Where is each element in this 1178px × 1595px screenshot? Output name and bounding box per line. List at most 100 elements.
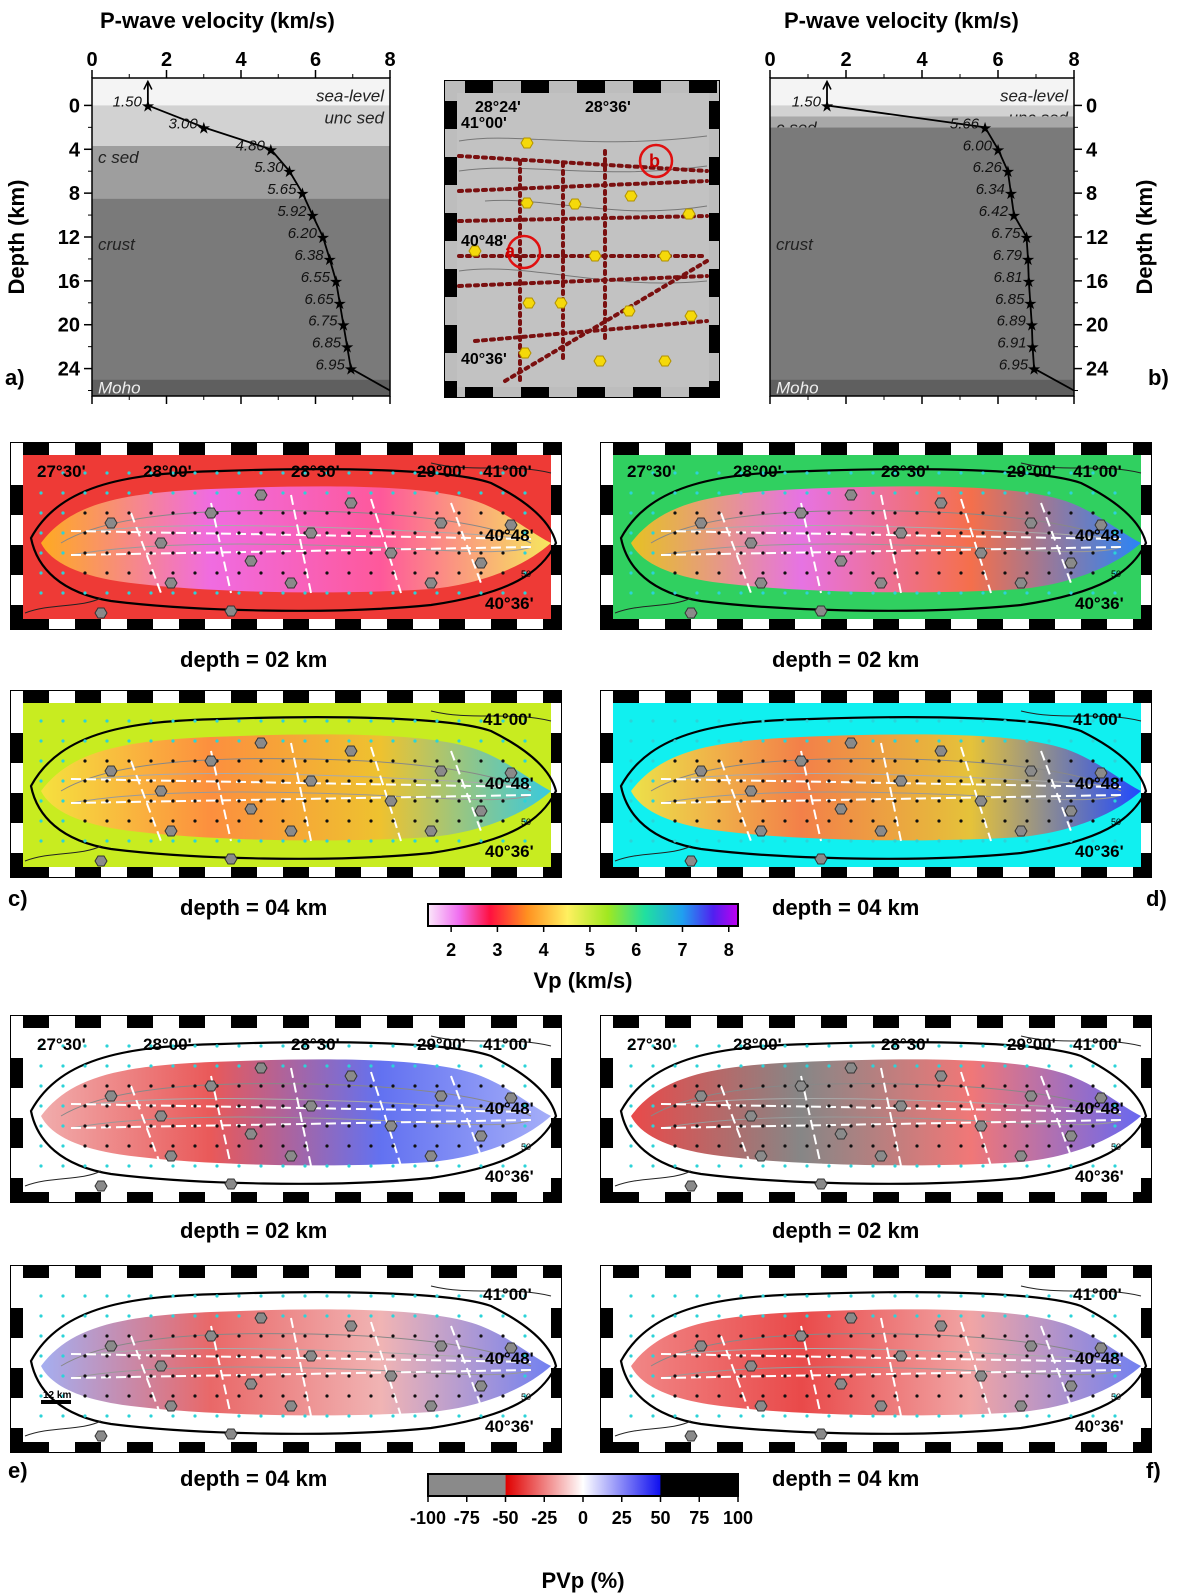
station-marker [1094, 767, 1108, 779]
colorbar-tick-label: -50 [492, 1508, 518, 1528]
grid-node [193, 1414, 197, 1418]
frame-tick [491, 1266, 517, 1278]
grid-node [1069, 799, 1073, 803]
frame-tick [769, 443, 795, 455]
grid-node [391, 1354, 395, 1358]
index-lon-label-2: 28°36' [585, 99, 631, 116]
frame-tick [821, 1192, 847, 1202]
station-marker [164, 1400, 178, 1412]
grid-node [39, 719, 43, 723]
resolution-contour [29, 1041, 558, 1185]
grid-node [259, 1144, 263, 1148]
grid-node [981, 1414, 985, 1418]
coastline [614, 462, 1142, 614]
grid-node [761, 1044, 765, 1048]
grid-node [501, 471, 505, 475]
grid-node [739, 591, 743, 595]
grid-node [695, 1104, 699, 1108]
x-tick-label: 6 [310, 49, 321, 71]
index-map-graphics [445, 81, 719, 397]
grid-node [849, 571, 853, 575]
frame-tick [717, 1192, 743, 1202]
grid-node [937, 779, 941, 783]
grid-node [61, 1104, 65, 1108]
grid-node [281, 1294, 285, 1298]
grid-node [1047, 1294, 1051, 1298]
grid-node [673, 819, 677, 823]
x-tick-label: 0 [764, 49, 775, 71]
grid-node [1003, 839, 1007, 843]
grid-node [893, 719, 897, 723]
frame-tick [665, 1266, 691, 1278]
station-marker [874, 577, 888, 589]
grid-node [849, 1044, 853, 1048]
grid-node [695, 779, 699, 783]
grid-node [523, 1084, 527, 1088]
grid-node [347, 511, 351, 515]
frame-tick [521, 387, 549, 397]
grid-node [1003, 1164, 1007, 1168]
grid-node [391, 511, 395, 515]
grid-node [1025, 1144, 1029, 1148]
grid-node [893, 1164, 897, 1168]
x-tick-label: 2 [161, 49, 172, 71]
bathymetry-contour [60, 1083, 532, 1117]
grid-node [127, 1064, 131, 1068]
grid-node [937, 1334, 941, 1338]
grid-node [83, 759, 87, 763]
station-marker [224, 1428, 238, 1440]
grid-node [215, 1394, 219, 1398]
station-marker [518, 347, 532, 359]
grid-node [237, 511, 241, 515]
profile-line [290, 742, 312, 842]
grid-node [501, 1394, 505, 1398]
index-lat-label-3: 40°36' [461, 351, 507, 368]
grid-node [761, 1164, 765, 1168]
grid-node [673, 1124, 677, 1128]
grid-node [937, 799, 941, 803]
grid-node [915, 719, 919, 723]
frame-tick [283, 691, 309, 703]
lat-label: 40°48' [1075, 774, 1124, 793]
grid-node [193, 491, 197, 495]
grid-node [717, 1374, 721, 1378]
grid-node [1091, 1334, 1095, 1338]
grid-node [501, 1104, 505, 1108]
grid-node [347, 1314, 351, 1318]
data-label: 6.65 [305, 291, 335, 308]
grid-node [259, 799, 263, 803]
profile-line [880, 1317, 902, 1417]
grid-node [281, 1044, 285, 1048]
site-a-circle [506, 234, 542, 270]
frame-tick [601, 1368, 613, 1398]
station-marker [204, 507, 218, 519]
data-point-star: ★ [1022, 274, 1036, 291]
grid-node [435, 591, 439, 595]
lat-label: 40°48' [485, 774, 534, 793]
grid-node [1025, 531, 1029, 535]
grid-node [193, 1294, 197, 1298]
frame-tick [231, 1266, 257, 1278]
grid-node [849, 531, 853, 535]
grid-node [1003, 1044, 1007, 1048]
anomaly-region [41, 1059, 551, 1166]
grid-node [695, 1084, 699, 1088]
grid-node [1091, 491, 1095, 495]
frame-tick [439, 443, 465, 455]
velocity-line [146, 83, 391, 392]
grid-node [501, 839, 505, 843]
frame-tick [717, 443, 743, 455]
y-tick-label: 16 [58, 271, 80, 293]
grid-node [1069, 1374, 1073, 1378]
frame-tick [445, 269, 457, 297]
grid-node [149, 1144, 153, 1148]
grid-node [39, 471, 43, 475]
frame-tick [439, 1266, 465, 1278]
grid-node [479, 491, 483, 495]
grid-node [215, 1374, 219, 1378]
grid-node [1003, 1144, 1007, 1148]
station-marker [1014, 1150, 1028, 1162]
station-marker [154, 785, 168, 797]
station-marker [94, 855, 108, 867]
